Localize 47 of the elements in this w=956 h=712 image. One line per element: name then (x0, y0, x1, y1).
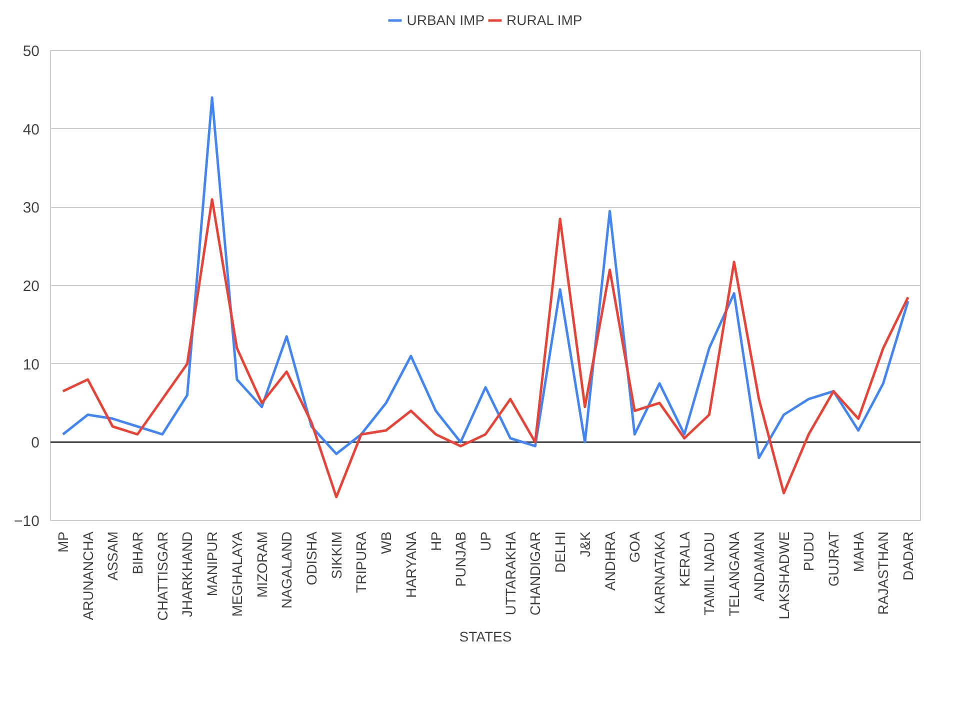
x-tick-label: CHANDIGAR (527, 531, 544, 616)
y-tick-label: 50 (22, 43, 40, 60)
x-tick-label: UTTARAKHA (502, 530, 518, 616)
x-tick-label: DELHI (552, 532, 568, 573)
legend-label: URBAN IMP (406, 12, 485, 28)
y-tick-label: 40 (22, 121, 40, 138)
line-series (62, 96, 910, 460)
x-tick-label: JHARKHAND (179, 531, 196, 618)
x-tick-label: RAJASTHAN (875, 532, 892, 615)
x-tick-label: GUJRAT (826, 531, 842, 586)
x-tick-label: MIZORAM (254, 531, 270, 598)
y-tick-label: 10 (22, 356, 40, 374)
x-tick-label: GOA (626, 530, 643, 563)
x-tick-label: MANIPUR (204, 531, 220, 596)
line-series (62, 198, 910, 498)
x-tick-label: MEGHALAYA (228, 530, 245, 617)
x-axis-title: STATES (459, 628, 512, 645)
x-tick-label: HARYANA (402, 530, 419, 598)
y-tick-label: 20 (22, 278, 40, 295)
legend-label: RURAL IMP (506, 12, 582, 28)
x-tick-label: ANDAMAN (750, 531, 767, 602)
x-tick-label: ARUNANCHA (80, 530, 96, 620)
y-tick-label: 30 (22, 200, 40, 217)
x-tick-label: NAGALAND (278, 531, 295, 609)
x-tick-label: DADAR (900, 531, 916, 581)
x-tick-label: TAMIL NADU (701, 532, 718, 616)
x-tick-label: ANDHRA (602, 530, 618, 591)
x-tick-label: TELANGANA (726, 530, 742, 616)
x-tick-label: PUDU (800, 531, 817, 572)
x-tick-label: HP (428, 531, 444, 551)
x-tick-label: LAKSHADWE (776, 531, 792, 620)
x-tick-label: KERALA (676, 530, 692, 587)
x-tick-label: ASSAM (104, 532, 121, 581)
x-tick-label: BIHAR (130, 531, 146, 574)
x-tick-label: J&K (576, 530, 593, 558)
x-tick-label: PUNJAB (452, 532, 469, 587)
x-tick-label: MP (54, 532, 71, 552)
y-tick-label: −10 (14, 513, 40, 530)
x-tick-label: ODISHA (304, 530, 320, 586)
y-tick-label: 0 (31, 434, 40, 452)
x-tick-label: WB (378, 531, 394, 554)
x-tick-label: KARNATAKA (652, 530, 668, 614)
x-tick-label: UP (478, 531, 494, 551)
x-tick-label: SIKKIM (328, 531, 344, 579)
x-tick-label: CHATTISGAR (154, 531, 170, 621)
x-tick-label: TRIPURA (353, 530, 370, 593)
x-tick-label: MAHA (850, 530, 866, 572)
